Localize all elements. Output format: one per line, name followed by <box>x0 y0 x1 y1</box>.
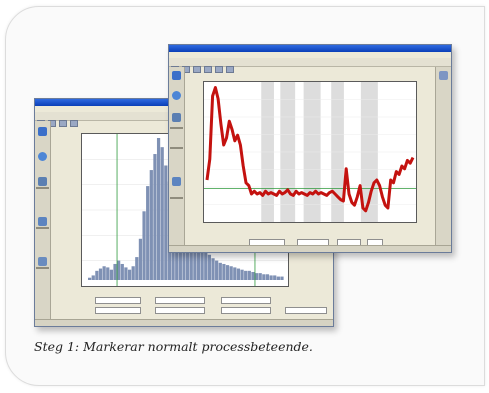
histogram-field[interactable] <box>155 307 205 314</box>
histogram-field[interactable] <box>155 297 205 304</box>
histogram-field[interactable] <box>285 307 327 314</box>
histogram-field[interactable] <box>95 307 141 314</box>
histogram-bar <box>265 274 270 280</box>
histogram-bar <box>160 147 164 280</box>
histogram-bar <box>138 238 143 280</box>
toolbar-zoom-icon[interactable] <box>204 66 212 73</box>
histogram-bar <box>225 265 230 280</box>
histogram-bar <box>207 254 212 280</box>
sidebar-label <box>170 127 183 129</box>
trend-line <box>205 86 415 213</box>
histogram-bar <box>146 186 150 280</box>
histogram-bar <box>222 263 226 280</box>
histogram-bar <box>251 271 255 280</box>
histogram-bar <box>109 269 114 280</box>
histogram-bar <box>276 276 280 280</box>
sidebar-label <box>36 187 49 189</box>
histogram-bar <box>164 165 168 280</box>
trend-window-titlebar[interactable] <box>169 45 451 61</box>
histogram-bar <box>135 257 139 280</box>
histogram-bar <box>280 276 284 280</box>
histogram-bar <box>124 267 128 280</box>
histogram-bar <box>106 267 110 280</box>
sidebar-chart-icon[interactable] <box>38 177 47 186</box>
trend-menubar <box>169 52 451 58</box>
histogram-bar <box>258 273 262 280</box>
sidebar-globe-icon[interactable] <box>38 152 47 161</box>
histogram-bar <box>200 245 204 280</box>
sidebar-tool-icon[interactable] <box>38 127 47 136</box>
sidebar-data-icon[interactable] <box>172 177 181 186</box>
histogram-bar <box>273 275 277 280</box>
histogram-bar <box>88 277 92 280</box>
sidebar-label <box>36 227 49 229</box>
histogram-bar <box>233 267 237 280</box>
figure-caption: Steg 1: Markerar normalt processbeteende… <box>34 339 313 354</box>
trend-statusbar <box>169 245 451 252</box>
histogram-field[interactable] <box>221 307 271 314</box>
toolbar-marker-icon[interactable] <box>226 66 234 73</box>
histogram-bar <box>196 238 201 280</box>
trend-toolbar <box>169 58 451 73</box>
trend-window <box>168 44 452 253</box>
histogram-bar <box>142 211 146 280</box>
sidebar-settings-icon[interactable] <box>38 257 47 266</box>
histogram-bar <box>193 227 197 280</box>
histogram-field[interactable] <box>95 297 141 304</box>
histogram-bar <box>95 270 99 280</box>
histogram-bar <box>113 263 117 280</box>
histogram-bar <box>127 269 132 280</box>
histogram-bar <box>98 268 103 280</box>
histogram-bar <box>269 275 273 280</box>
histogram-bar <box>247 270 251 280</box>
trend-chart <box>204 82 416 222</box>
histogram-bar <box>156 138 161 280</box>
panel-icon[interactable] <box>439 71 448 80</box>
histogram-bar <box>240 269 244 280</box>
toolbar-print-icon[interactable] <box>59 120 67 127</box>
histogram-bar <box>117 260 121 280</box>
histogram-bar <box>153 154 157 280</box>
histogram-bar <box>91 275 95 280</box>
histogram-bar <box>102 266 106 280</box>
sidebar-chart-icon[interactable] <box>172 113 181 122</box>
histogram-bar <box>262 274 266 280</box>
sidebar-globe-icon[interactable] <box>172 91 181 100</box>
sidebar-data-icon[interactable] <box>38 217 47 226</box>
trend-right-panel <box>435 67 451 246</box>
sidebar-label <box>170 197 183 199</box>
histogram-bar <box>229 266 233 280</box>
histogram-bar <box>215 260 219 280</box>
histogram-field[interactable] <box>221 297 271 304</box>
histogram-bar <box>254 273 259 280</box>
histogram-bar <box>244 270 248 280</box>
toolbar-zoom-icon[interactable] <box>70 120 78 127</box>
trend-sidebar <box>169 67 185 252</box>
histogram-sidebar <box>35 121 51 326</box>
histogram-bar <box>204 250 208 280</box>
histogram-bar <box>218 262 222 280</box>
toolbar-print-icon[interactable] <box>193 66 201 73</box>
histogram-bar <box>131 266 135 280</box>
histogram-bar <box>149 170 153 280</box>
sidebar-label <box>36 267 49 269</box>
histogram-statusbar <box>35 319 333 326</box>
histogram-bar <box>211 258 215 280</box>
toolbar-pan-icon[interactable] <box>215 66 223 73</box>
histogram-bar <box>236 268 241 280</box>
trend-plot-area <box>203 81 417 223</box>
histogram-bar <box>120 263 124 280</box>
sidebar-label <box>170 147 183 149</box>
sidebar-tool-icon[interactable] <box>172 71 181 80</box>
